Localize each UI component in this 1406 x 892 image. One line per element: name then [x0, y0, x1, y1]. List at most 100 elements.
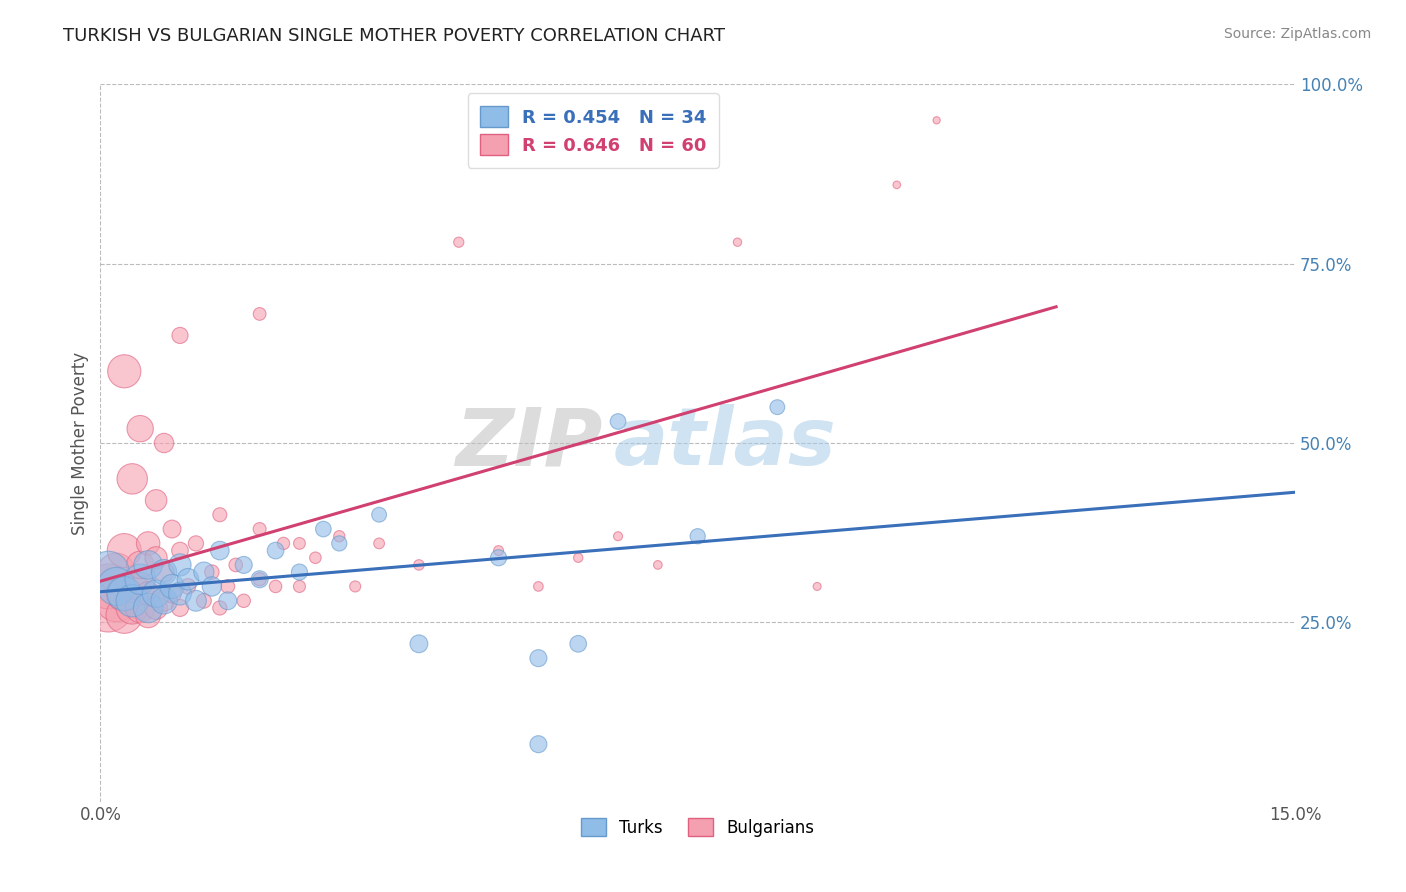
Point	[273, 536, 295, 550]
Point	[312, 522, 335, 536]
Point	[105, 579, 128, 593]
Point	[567, 550, 589, 565]
Point	[567, 637, 589, 651]
Point	[193, 594, 215, 608]
Point	[169, 543, 191, 558]
Point	[105, 594, 128, 608]
Point	[249, 307, 271, 321]
Point	[201, 579, 224, 593]
Point	[184, 536, 207, 550]
Point	[727, 235, 749, 250]
Point	[169, 601, 191, 615]
Point	[129, 572, 152, 586]
Text: ZIP: ZIP	[454, 404, 602, 482]
Point	[169, 558, 191, 572]
Point	[129, 579, 152, 593]
Point	[121, 472, 143, 486]
Point	[160, 579, 183, 593]
Point	[129, 422, 152, 436]
Point	[304, 550, 326, 565]
Text: atlas: atlas	[614, 404, 837, 482]
Point	[129, 558, 152, 572]
Point	[208, 543, 231, 558]
Point	[249, 572, 271, 586]
Point	[806, 579, 828, 593]
Point	[136, 601, 159, 615]
Point	[145, 601, 167, 615]
Point	[527, 651, 550, 665]
Point	[344, 579, 367, 593]
Point	[232, 558, 254, 572]
Point	[288, 536, 311, 550]
Point	[527, 579, 550, 593]
Point	[408, 558, 430, 572]
Point	[121, 594, 143, 608]
Point	[177, 579, 200, 593]
Point	[288, 565, 311, 579]
Point	[686, 529, 709, 543]
Point	[153, 594, 176, 608]
Point	[136, 536, 159, 550]
Point	[328, 529, 350, 543]
Point	[208, 601, 231, 615]
Point	[153, 565, 176, 579]
Point	[136, 608, 159, 623]
Point	[249, 522, 271, 536]
Legend: Turks, Bulgarians: Turks, Bulgarians	[575, 812, 821, 844]
Point	[145, 550, 167, 565]
Point	[112, 543, 135, 558]
Point	[112, 586, 135, 600]
Point	[97, 565, 120, 579]
Point	[121, 601, 143, 615]
Point	[328, 536, 350, 550]
Point	[288, 579, 311, 593]
Point	[184, 594, 207, 608]
Point	[249, 572, 271, 586]
Point	[177, 572, 200, 586]
Text: Source: ZipAtlas.com: Source: ZipAtlas.com	[1223, 27, 1371, 41]
Text: TURKISH VS BULGARIAN SINGLE MOTHER POVERTY CORRELATION CHART: TURKISH VS BULGARIAN SINGLE MOTHER POVER…	[63, 27, 725, 45]
Point	[97, 579, 120, 593]
Point	[153, 594, 176, 608]
Point	[112, 364, 135, 378]
Point	[136, 586, 159, 600]
Point	[201, 565, 224, 579]
Y-axis label: Single Mother Poverty: Single Mother Poverty	[72, 351, 89, 534]
Point	[208, 508, 231, 522]
Point	[886, 178, 908, 192]
Point	[97, 601, 120, 615]
Point	[607, 529, 630, 543]
Point	[145, 586, 167, 600]
Point	[169, 328, 191, 343]
Point	[766, 400, 789, 414]
Point	[925, 113, 948, 128]
Point	[232, 594, 254, 608]
Point	[368, 508, 391, 522]
Point	[264, 543, 287, 558]
Point	[169, 586, 191, 600]
Point	[368, 536, 391, 550]
Point	[121, 579, 143, 593]
Point	[112, 586, 135, 600]
Point	[607, 415, 630, 429]
Point	[160, 522, 183, 536]
Point	[225, 558, 247, 572]
Point	[447, 235, 470, 250]
Point	[129, 601, 152, 615]
Point	[105, 565, 128, 579]
Point	[217, 594, 239, 608]
Point	[160, 586, 183, 600]
Point	[145, 493, 167, 508]
Point	[408, 637, 430, 651]
Point	[153, 565, 176, 579]
Point	[153, 436, 176, 450]
Point	[488, 550, 510, 565]
Point	[647, 558, 669, 572]
Point	[488, 543, 510, 558]
Point	[217, 579, 239, 593]
Point	[527, 737, 550, 751]
Point	[136, 558, 159, 572]
Point	[264, 579, 287, 593]
Point	[193, 565, 215, 579]
Point	[112, 608, 135, 623]
